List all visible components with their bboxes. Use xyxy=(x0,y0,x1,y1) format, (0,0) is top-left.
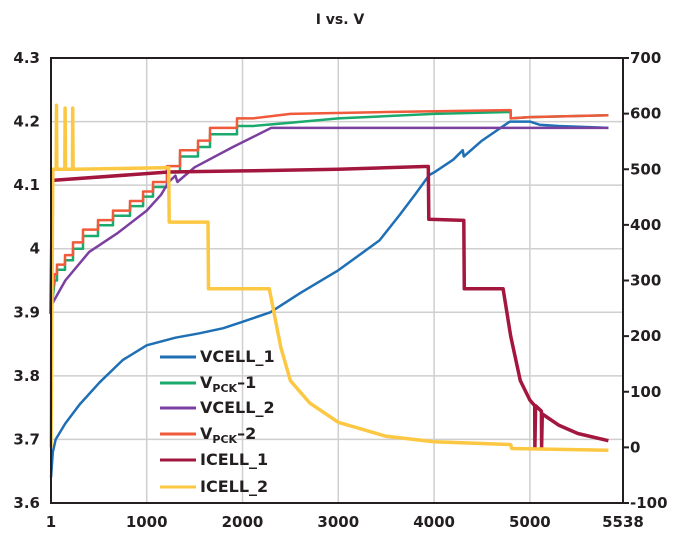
series-line-icell-1 xyxy=(49,164,609,450)
y-right-tick-label: 700 xyxy=(630,49,661,67)
tick-labels: 1 1000 2000 3000 4000 5000 55383.63.73.83.944.… xyxy=(13,49,667,531)
y-right-tick-label: 200 xyxy=(630,327,661,345)
legend-item: VCELL_2 xyxy=(160,398,275,417)
y-left-tick-label: 4 xyxy=(30,240,40,258)
legend-item: VPCK–2 xyxy=(160,424,256,446)
legend-item: ICELL_2 xyxy=(160,477,268,496)
y-right-tick-label: 100 xyxy=(630,383,661,401)
legend-label: VCELL_2 xyxy=(200,398,275,417)
y-left-tick-label: 3.8 xyxy=(13,367,40,385)
x-tick-label: 3000 xyxy=(317,513,359,531)
x-tick-label: 5000 xyxy=(509,513,551,531)
legend-label: VPCK–1 xyxy=(200,373,256,395)
x-tick-label: 2000 xyxy=(222,513,264,531)
legend-item: ICELL_1 xyxy=(160,450,268,469)
series-line-vcell-1 xyxy=(49,120,609,478)
series-line-vpck-1 xyxy=(49,110,609,313)
x-tick-label: 1000 xyxy=(126,513,168,531)
legend-label: VPCK–2 xyxy=(200,424,256,446)
y-right-tick-label: 500 xyxy=(630,160,661,178)
legend-label: ICELL_1 xyxy=(200,450,268,469)
series-lines xyxy=(49,103,609,478)
series-line-icell-2 xyxy=(49,103,609,452)
y-right-tick-label: 0 xyxy=(630,438,640,456)
series-line-vpck-2 xyxy=(49,108,609,307)
series-line-vcell-2 xyxy=(49,126,609,307)
x-tick-label-end: 5538 xyxy=(602,513,644,531)
y-left-tick-label: 4.1 xyxy=(13,176,40,194)
legend-label: ICELL_2 xyxy=(200,477,268,496)
y-right-tick-label: 400 xyxy=(630,216,661,234)
x-tick-label: 1 xyxy=(46,513,56,531)
y-right-tick-label: 600 xyxy=(630,105,661,123)
chart-title: I vs. V xyxy=(316,12,365,28)
y-left-tick-label: 3.9 xyxy=(13,303,40,321)
y-left-tick-label: 4.3 xyxy=(13,49,40,67)
x-tick-label: 4000 xyxy=(413,513,455,531)
legend-label: VCELL_1 xyxy=(200,347,275,366)
y-left-tick-label: 3.7 xyxy=(13,430,40,448)
y-left-tick-label: 4.2 xyxy=(13,113,40,131)
y-right-tick-label: 300 xyxy=(630,272,661,290)
legend-item: VCELL_1 xyxy=(160,347,275,366)
y-left-tick-label: 3.6 xyxy=(13,494,40,512)
legend-item: VPCK–1 xyxy=(160,373,256,395)
legend: VCELL_1 VPCK–1 VCELL_2 VPCK–2 ICELL_1 ICELL_2 xyxy=(160,347,275,496)
y-right-tick-label: -100 xyxy=(630,494,668,512)
